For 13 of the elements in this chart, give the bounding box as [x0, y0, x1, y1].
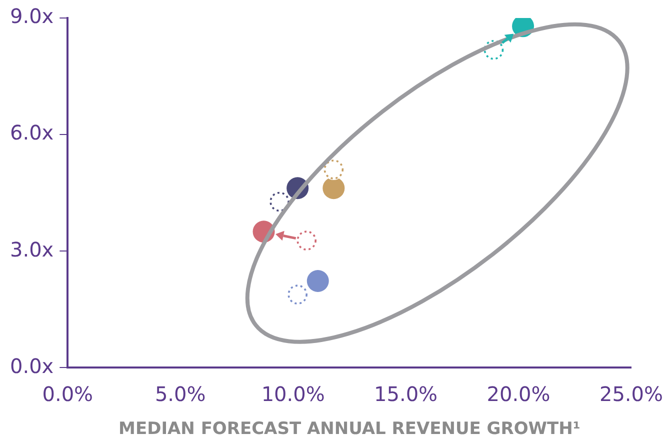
x-tick-label: 20.0% [486, 382, 550, 406]
point [322, 177, 345, 200]
y-tick-label: 0.0x [10, 354, 54, 378]
x-axis-title: MEDIAN FORECAST ANNUAL REVENUE GROWTH¹ [118, 419, 580, 440]
x-tick-label: 5.0% [154, 382, 206, 406]
x-tick-label: 25.0% [599, 382, 664, 406]
y-tick-label: 6.0x [10, 120, 54, 145]
x-tick-label: 0.0% [42, 382, 94, 406]
x-tick-label: 15.0% [374, 382, 438, 406]
point [306, 270, 329, 292]
y-tick-label: 9.0x [10, 4, 54, 28]
y-tick-label: 3.0x [10, 237, 54, 262]
x-tick-label: 10.0% [261, 382, 325, 406]
